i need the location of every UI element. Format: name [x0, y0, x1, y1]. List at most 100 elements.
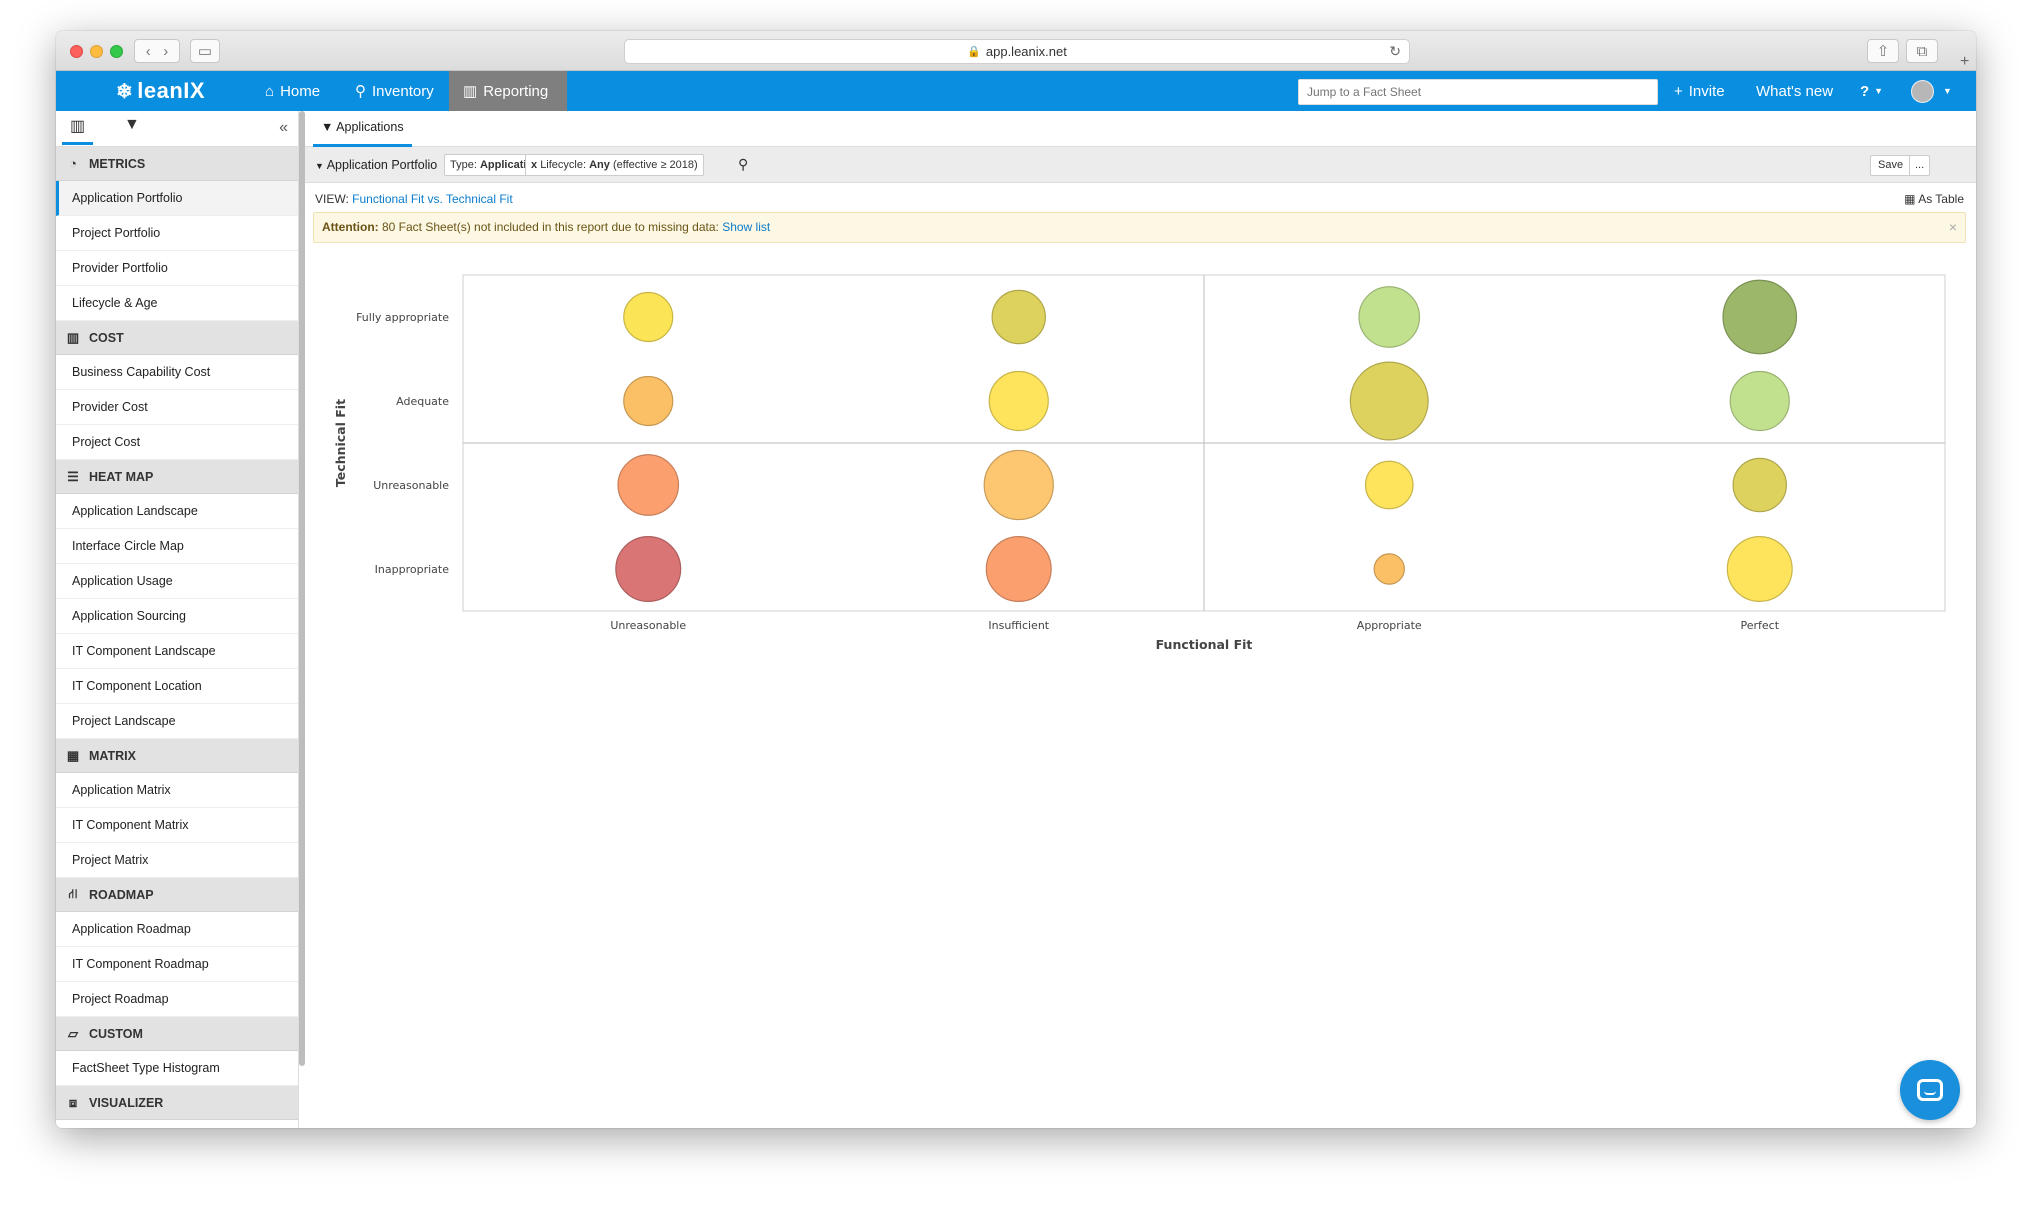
jump-to-fact-sheet-input[interactable]: [1298, 79, 1658, 105]
road-icon: ⛙: [68, 885, 78, 901]
avatar[interactable]: [1911, 80, 1934, 103]
nav-home-label: Home: [280, 82, 321, 100]
share-button[interactable]: ⇧: [1867, 39, 1899, 63]
view-value-link[interactable]: Functional Fit vs. Technical Fit: [352, 192, 513, 206]
sidebar-item-project-roadmap[interactable]: Project Roadmap: [56, 982, 298, 1017]
as-table-button[interactable]: ▦ As Table: [1904, 192, 1964, 206]
collapse-icon[interactable]: «: [279, 119, 288, 136]
x-axis-label: Functional Fit: [1156, 637, 1253, 651]
nav-reporting-label: Reporting: [483, 82, 549, 100]
bubble-perfect-fully-appropriate: [1722, 279, 1798, 355]
nav-home[interactable]: ⌂ Home: [251, 71, 334, 111]
browser-toolbar: ‹ › ▭ 🔒 app.leanix.net ↻ ⇧ ⧉ +: [56, 31, 1976, 71]
sidebar-section-roadmap: ⛙ ROADMAP: [56, 878, 298, 912]
lock-icon: 🔒: [967, 46, 981, 58]
zoom-window-button[interactable]: [110, 45, 123, 58]
back-forward-buttons[interactable]: ‹ ›: [134, 39, 180, 63]
plus-icon: +: [1674, 82, 1683, 100]
chip-type-label: Type:: [450, 159, 477, 171]
user-caret-icon[interactable]: ▼: [1943, 86, 1952, 96]
sidebar-item-it-component-landscape[interactable]: IT Component Landscape: [56, 634, 298, 669]
y-tick-label: Fully appropriate: [356, 311, 449, 324]
help-menu[interactable]: ? ▼: [1846, 71, 1897, 111]
type-filter-chip[interactable]: Type: Application: [444, 154, 546, 176]
sidebar-item-data-flow[interactable]: Data Flow: [56, 1120, 298, 1128]
sidebar-item-project-matrix[interactable]: Project Matrix: [56, 843, 298, 878]
main-content: ▼ Applications ▼ Application Portfolio T…: [305, 111, 1976, 1128]
tab-applications[interactable]: ▼ Applications: [313, 111, 412, 147]
bubble-unreasonable-adequate: [623, 375, 674, 427]
sidebar-item-project-cost[interactable]: Project Cost: [56, 425, 298, 460]
bubble-insufficient-unreasonable: [983, 449, 1054, 521]
caret-down-icon: ▼: [315, 161, 324, 171]
save-button[interactable]: Save: [1870, 155, 1912, 176]
sidebar-item-application-usage[interactable]: Application Usage: [56, 564, 298, 599]
logo-text: leanIX: [137, 78, 206, 103]
sidebar-item-project-portfolio[interactable]: Project Portfolio: [56, 216, 298, 251]
bubble-perfect-unreasonable: [1732, 457, 1787, 513]
home-icon: ⌂: [265, 82, 275, 100]
sidebar-item-business-capability-cost[interactable]: Business Capability Cost: [56, 355, 298, 390]
list-icon: ☰: [67, 468, 79, 484]
sidebar-section-custom: ▱ CUSTOM: [56, 1017, 298, 1051]
more-options-button[interactable]: ...: [1909, 155, 1931, 176]
sidebar-item-it-component-location[interactable]: IT Component Location: [56, 669, 298, 704]
sidebar-item-project-landscape[interactable]: Project Landscape: [56, 704, 298, 739]
dashboard-icon: ◔: [69, 156, 77, 171]
sidebar-item-provider-portfolio[interactable]: Provider Portfolio: [56, 251, 298, 286]
sidebar-toggle-button[interactable]: ▭: [190, 39, 220, 63]
address-bar[interactable]: 🔒 app.leanix.net ↻: [624, 39, 1410, 64]
filter-tab-icon[interactable]: ▼: [124, 116, 140, 133]
y-tick-label: Inappropriate: [375, 563, 450, 576]
sidebar-item-factsheet-type-histogram[interactable]: FactSheet Type Histogram: [56, 1051, 298, 1086]
nav-inventory[interactable]: ⚲ Inventory: [341, 71, 448, 111]
x-tick-label: Insufficient: [988, 619, 1049, 632]
sidebar-scrollbar[interactable]: [299, 111, 305, 1066]
tab-applications-label: Applications: [336, 120, 404, 134]
sidebar-item-application-sourcing[interactable]: Application Sourcing: [56, 599, 298, 634]
sidebar-section-title: MATRIX: [89, 748, 136, 763]
sitemap-icon: ⧈: [68, 1094, 78, 1110]
sidebar-item-application-matrix[interactable]: Application Matrix: [56, 773, 298, 808]
new-tab-icon[interactable]: +: [1960, 53, 1970, 70]
browser-window: ‹ › ▭ 🔒 app.leanix.net ↻ ⇧ ⧉ + ❄ leanIX …: [56, 31, 1976, 1128]
minimize-window-button[interactable]: [90, 45, 103, 58]
report-title[interactable]: ▼ Application Portfolio: [315, 158, 437, 172]
sidebar-item-application-roadmap[interactable]: Application Roadmap: [56, 912, 298, 947]
chat-button[interactable]: [1900, 1060, 1960, 1120]
sidebar-section-matrix: ▦ MATRIX: [56, 739, 298, 773]
lifecycle-filter-chip[interactable]: x Lifecycle: Any (effective ≥ 2018): [525, 154, 704, 176]
sidebar-item-application-landscape[interactable]: Application Landscape: [56, 494, 298, 529]
close-window-button[interactable]: [70, 45, 83, 58]
close-alert-icon[interactable]: ×: [1948, 219, 1957, 235]
x-tick-label: Perfect: [1740, 619, 1779, 632]
sidebar-item-it-component-roadmap[interactable]: IT Component Roadmap: [56, 947, 298, 982]
invite-button[interactable]: + Invite: [1660, 71, 1739, 111]
search-icon[interactable]: ⚲: [738, 156, 749, 172]
bar-chart-icon: ▥: [66, 329, 80, 345]
help-icon: ?: [1860, 82, 1870, 100]
chat-icon: [1917, 1079, 1943, 1101]
nav-inventory-label: Inventory: [372, 82, 434, 100]
back-icon[interactable]: ‹: [145, 42, 151, 60]
leanix-logo[interactable]: ❄ leanIX: [116, 78, 205, 104]
search-icon: ⚲: [355, 83, 366, 100]
reports-tab-icon[interactable]: ▥: [62, 116, 94, 145]
sidebar-item-provider-cost[interactable]: Provider Cost: [56, 390, 298, 425]
bubble-appropriate-unreasonable: [1364, 460, 1414, 510]
bubble-appropriate-inappropriate: [1373, 553, 1405, 585]
whats-new-button[interactable]: What's new: [1742, 71, 1847, 111]
sidebar-item-application-portfolio[interactable]: Application Portfolio: [56, 181, 298, 216]
show-list-link[interactable]: Show list: [722, 220, 771, 234]
sidebar-item-it-component-matrix[interactable]: IT Component Matrix: [56, 808, 298, 843]
sidebar-item-lifecycle-age[interactable]: Lifecycle & Age: [56, 286, 298, 321]
reload-icon[interactable]: ↻: [1389, 43, 1401, 59]
sidebar-item-interface-circle-map[interactable]: Interface Circle Map: [56, 529, 298, 564]
remove-filter-icon[interactable]: x: [531, 159, 538, 171]
attention-alert: Attention: 80 Fact Sheet(s) not included…: [313, 212, 1966, 243]
tabs-overview-button[interactable]: ⧉: [1906, 39, 1938, 63]
nav-reporting[interactable]: ▥ Reporting: [449, 71, 567, 111]
chip-type-value: Application: [479, 159, 540, 171]
forward-icon[interactable]: ›: [163, 42, 169, 60]
bubble-insufficient-inappropriate: [985, 536, 1052, 603]
